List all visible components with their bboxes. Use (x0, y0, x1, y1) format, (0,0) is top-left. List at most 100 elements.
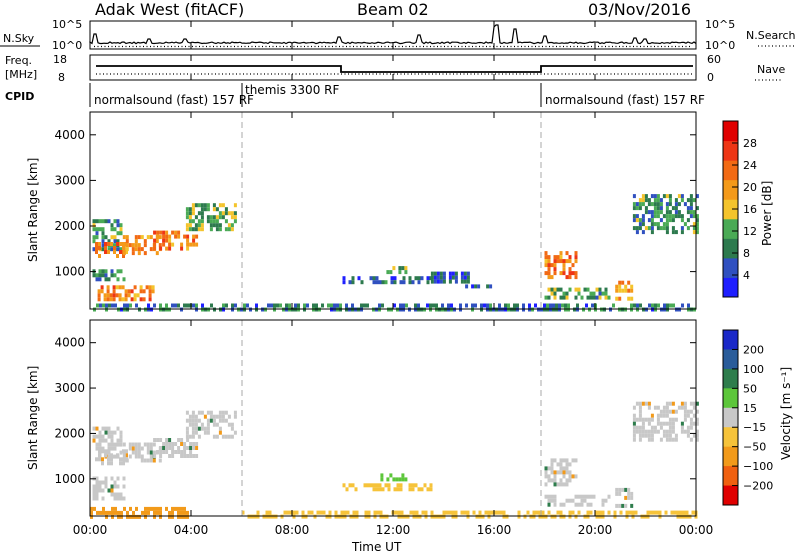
power-cell (547, 275, 551, 280)
velocity-cell (396, 483, 400, 488)
power-cell (378, 280, 382, 285)
power-cell (662, 222, 666, 227)
power-cell (119, 250, 122, 254)
velocity-cell (191, 414, 195, 419)
power-cell (185, 211, 189, 216)
velocity-cell (655, 510, 659, 515)
power-cell (656, 202, 660, 207)
velocity-cell (98, 446, 102, 451)
velocity-cell (556, 462, 560, 467)
velocity-cell (662, 433, 666, 438)
power-cell (212, 219, 216, 224)
velocity-cell (271, 514, 275, 519)
power-cell (118, 297, 122, 302)
velocity-cell (98, 442, 102, 447)
velocity-cell (445, 510, 449, 515)
velocity-cell (659, 437, 663, 442)
velocity-cell (185, 434, 189, 439)
power-cell (559, 259, 563, 264)
velocity-cell (682, 510, 686, 515)
velocity-cell (119, 430, 123, 435)
power-cell (650, 230, 654, 235)
power-cell (568, 267, 572, 272)
velocity-cell (451, 510, 455, 515)
velocity-cell (354, 487, 358, 492)
power-cell (131, 251, 135, 256)
velocity-cell (692, 433, 696, 438)
power-cell (192, 238, 196, 243)
power-cell (398, 266, 402, 271)
power-cell (142, 289, 146, 294)
velocity-cell (680, 425, 684, 430)
power-cell (436, 275, 440, 280)
velocity-cell (644, 417, 648, 422)
power-cell (692, 210, 696, 215)
nsky-tick-top: 10^5 (52, 18, 82, 31)
velocity-cell (186, 514, 189, 519)
power-cell (689, 194, 693, 199)
velocity-cell (565, 498, 569, 503)
power-cell (544, 255, 548, 260)
power-cell (212, 215, 216, 220)
power-cell (638, 198, 642, 203)
velocity-cell (125, 449, 128, 454)
velocity-cell (550, 458, 554, 463)
velocity-cell (607, 494, 611, 499)
velocity-cell (177, 510, 180, 515)
power-cell (206, 207, 210, 212)
power-cell (650, 214, 654, 219)
power-cell (448, 279, 452, 284)
power-cell (139, 285, 143, 290)
power-cell (439, 271, 443, 276)
power-cell (632, 214, 636, 219)
power-cell (565, 275, 569, 280)
power-cell (556, 259, 560, 264)
velocity-cell (143, 458, 147, 463)
velocity-cell (526, 510, 530, 515)
power-cell (392, 266, 396, 271)
power-cell (97, 297, 101, 302)
velocity-cell (665, 433, 669, 438)
velocity-cell (664, 510, 668, 515)
velocity-colorbar-label: Velocity [m s⁻¹] (779, 367, 793, 460)
velocity-cell (292, 514, 296, 519)
power-cell (285, 303, 288, 308)
velocity-cell (98, 438, 102, 443)
velocity-cell (553, 470, 557, 475)
power-cell (107, 242, 110, 246)
power-cell (522, 303, 525, 308)
power-cell (441, 303, 444, 308)
power-cell (351, 276, 355, 281)
power-cell (92, 219, 96, 224)
velocity-cell (95, 496, 99, 501)
power-cell (656, 214, 660, 219)
velocity-cell (493, 510, 497, 515)
velocity-cell (301, 514, 305, 519)
velocity-cell (502, 514, 506, 519)
power-cell (447, 303, 450, 308)
power-cell (185, 207, 189, 212)
velocity-cell (153, 510, 156, 515)
velocity-cell (668, 401, 672, 406)
power-cell (321, 303, 324, 308)
power-cell (686, 218, 690, 223)
velocity-cell (113, 480, 117, 485)
velocity-cell (119, 442, 123, 447)
velocity-cell (677, 405, 681, 410)
power-cell (113, 273, 117, 278)
power-cell (192, 234, 196, 239)
velocity-cell (529, 514, 533, 519)
velocity-cell (420, 487, 424, 492)
power-cell (659, 210, 663, 215)
power-cell (668, 198, 672, 203)
velocity-cell (310, 510, 314, 515)
velocity-cell (671, 401, 675, 406)
velocity-cell (598, 514, 602, 519)
power-cell (650, 218, 654, 223)
velocity-cell (107, 426, 111, 431)
power-cell (680, 214, 684, 219)
velocity-cell (218, 430, 222, 435)
velocity-cell (547, 510, 551, 515)
velocity-cell (159, 446, 163, 450)
velocity-cell (192, 454, 196, 458)
